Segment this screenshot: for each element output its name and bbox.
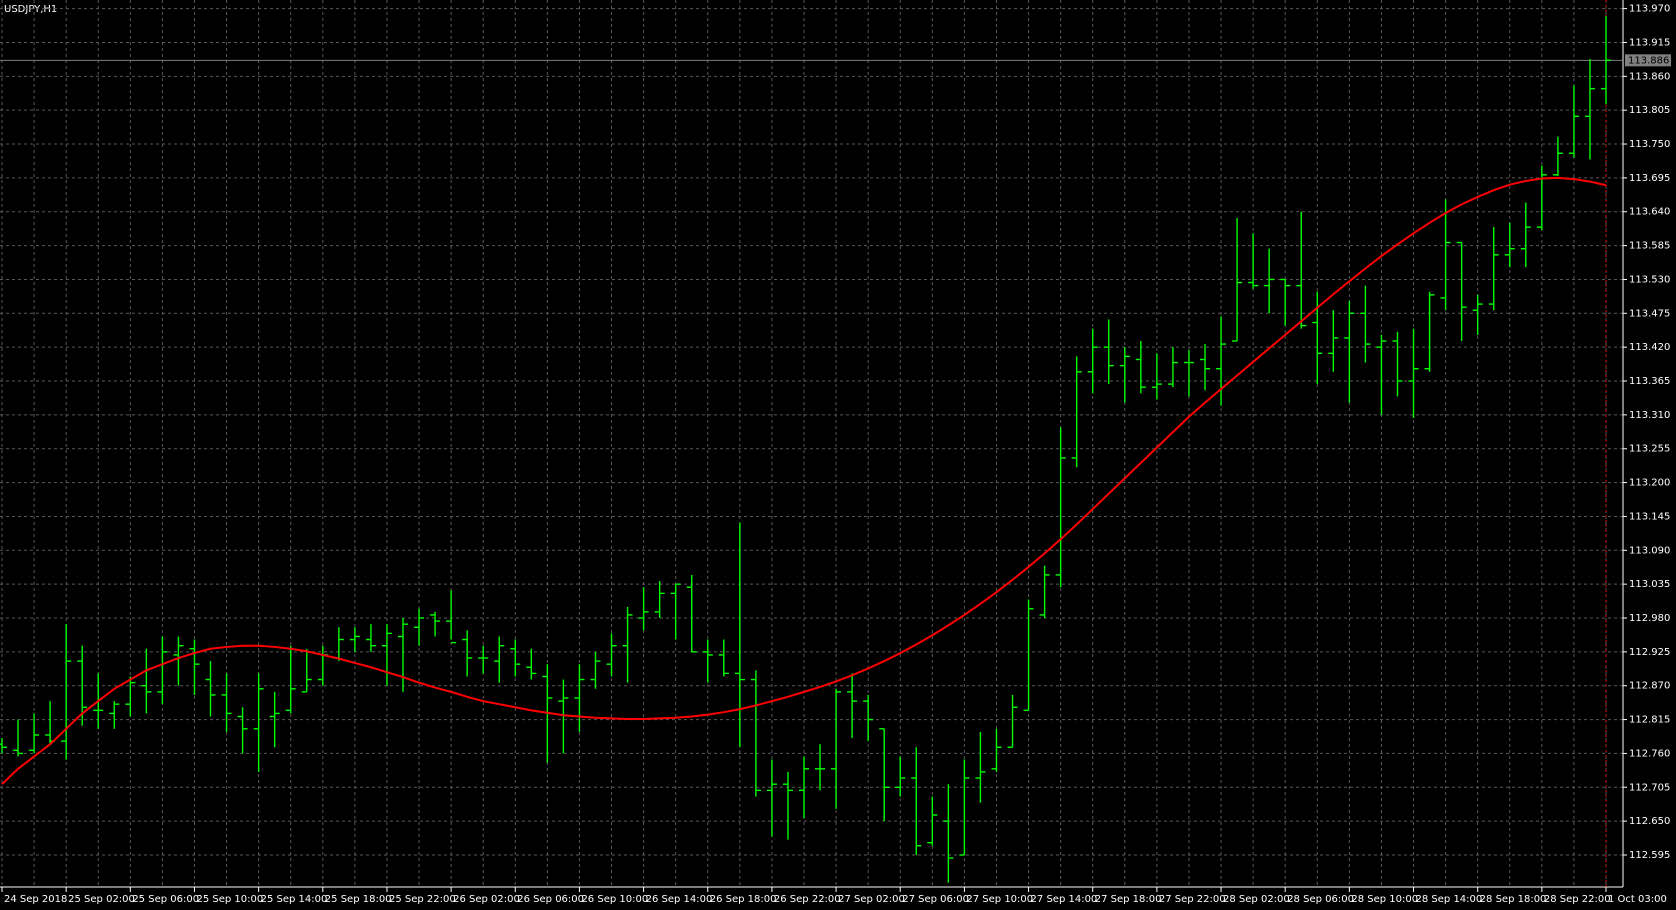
- y-tick-label: 113.200: [1629, 478, 1670, 489]
- y-tick-label: 112.650: [1629, 816, 1670, 827]
- current-price-label: 113.886: [1628, 55, 1669, 66]
- x-tick-label: 25 Sep 10:00: [196, 894, 263, 905]
- y-tick-label: 113.860: [1629, 71, 1670, 82]
- y-tick-label: 113.310: [1629, 410, 1670, 421]
- y-tick-label: 113.970: [1629, 4, 1670, 15]
- x-tick-label: 25 Sep 14:00: [261, 894, 328, 905]
- x-tick-label: 27 Sep 14:00: [1031, 894, 1098, 905]
- x-tick-label: 27 Sep 02:00: [838, 894, 905, 905]
- x-tick-label: 26 Sep 02:00: [453, 894, 520, 905]
- x-tick-label: 26 Sep 18:00: [710, 894, 777, 905]
- y-tick-label: 113.640: [1629, 207, 1670, 218]
- y-tick-label: 112.925: [1629, 647, 1670, 658]
- y-tick-label: 113.585: [1629, 241, 1670, 252]
- current-price-box: [1625, 54, 1671, 67]
- y-tick-label: 112.705: [1629, 782, 1670, 793]
- y-tick-label: 113.475: [1629, 308, 1670, 319]
- x-tick-label: 27 Sep 10:00: [966, 894, 1033, 905]
- x-tick-label: 25 Sep 22:00: [389, 894, 456, 905]
- chart-title: USDJPY,H1: [4, 4, 57, 15]
- x-tick-label: 26 Sep 06:00: [517, 894, 584, 905]
- x-tick-label: 26 Sep 22:00: [774, 894, 841, 905]
- y-tick-label: 113.145: [1629, 511, 1670, 522]
- x-tick-label: 28 Sep 10:00: [1351, 894, 1418, 905]
- y-tick-label: 113.750: [1629, 139, 1670, 150]
- y-tick-label: 113.090: [1629, 545, 1670, 556]
- y-tick-label: 113.255: [1629, 444, 1670, 455]
- y-tick-label: 113.695: [1629, 173, 1670, 184]
- y-tick-label: 113.915: [1629, 37, 1670, 48]
- y-tick-label: 112.980: [1629, 613, 1670, 624]
- x-tick-label: 27 Sep 22:00: [1159, 894, 1226, 905]
- x-tick-label: 28 Sep 02:00: [1223, 894, 1290, 905]
- y-tick-label: 112.760: [1629, 748, 1670, 759]
- x-tick-label: 1 Oct 03:00: [1608, 894, 1667, 905]
- x-tick-label: 28 Sep 14:00: [1416, 894, 1483, 905]
- y-tick-label: 113.805: [1629, 105, 1670, 116]
- x-tick-label: 24 Sep 2018: [4, 894, 67, 905]
- x-tick-label: 26 Sep 10:00: [581, 894, 648, 905]
- x-tick-label: 27 Sep 18:00: [1095, 894, 1162, 905]
- x-tick-label: 28 Sep 18:00: [1480, 894, 1547, 905]
- y-tick-label: 112.595: [1629, 850, 1670, 861]
- x-tick-label: 26 Sep 14:00: [646, 894, 713, 905]
- moving-average-line: [1, 176, 1607, 785]
- x-tick-label: 28 Sep 06:00: [1287, 894, 1354, 905]
- x-tick-label: 27 Sep 06:00: [902, 894, 969, 905]
- x-tick-label: 28 Sep 22:00: [1544, 894, 1611, 905]
- y-tick-label: 113.365: [1629, 376, 1670, 387]
- y-tick-label: 112.815: [1629, 715, 1670, 726]
- x-tick-label: 25 Sep 06:00: [132, 894, 199, 905]
- x-tick-label: 25 Sep 02:00: [68, 894, 135, 905]
- y-tick-label: 113.420: [1629, 342, 1670, 353]
- y-tick-label: 113.530: [1629, 274, 1670, 285]
- y-tick-label: 113.035: [1629, 579, 1670, 590]
- x-tick-label: 25 Sep 18:00: [325, 894, 392, 905]
- y-tick-label: 112.870: [1629, 681, 1670, 692]
